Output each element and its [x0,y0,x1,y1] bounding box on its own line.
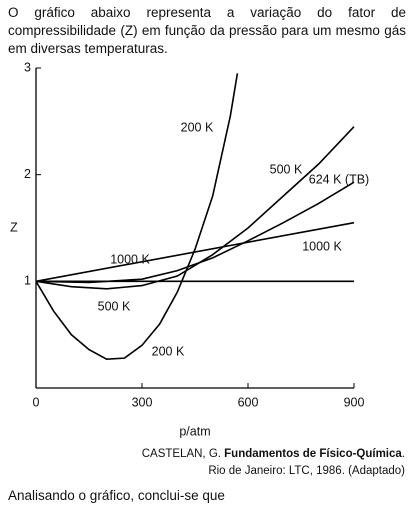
source: CASTELAN, G. Fundamentos de Físico-Quími… [142,446,405,480]
chart: 0 300 600 900 1 2 3 p/atm Z 200 K 200 K 500 K 500 K 6… [10,60,369,438]
x-tick-label: 900 [344,395,365,409]
x-tick-label: 600 [238,395,259,409]
curve [35,221,355,283]
curve-label: 500 K [270,162,303,176]
curve-label: 200 K [152,344,185,358]
source-end: . [401,448,405,460]
intro-text: O gráfico abaixo representa a variação d… [8,5,406,56]
x-tick-label: 300 [132,395,153,409]
curve [35,126,355,290]
curve-label: 500 K [98,299,131,313]
x-tick-label: 0 [33,395,40,409]
curve-label: 1000 K [302,239,342,253]
source-work: Fundamentos de Físico-Química [224,448,402,460]
curve-label: 624 K (TB) [309,172,369,186]
y-tick-label: 1 [24,274,31,288]
curve-label: 1000 K [110,252,150,266]
x-axis-label: p/atm [179,424,210,438]
y-tick-label: 2 [24,167,31,181]
source-line2: Rio de Janeiro: LTC, 1986. (Adaptado) [208,465,405,477]
curve-label: 200 K [181,120,214,134]
y-tick-label: 3 [24,60,31,74]
curve [35,73,239,361]
question: Analisando o gráfico, conclui-se que [8,488,225,503]
source-author: CASTELAN, G. [141,448,225,460]
y-axis-label: Z [10,220,18,234]
